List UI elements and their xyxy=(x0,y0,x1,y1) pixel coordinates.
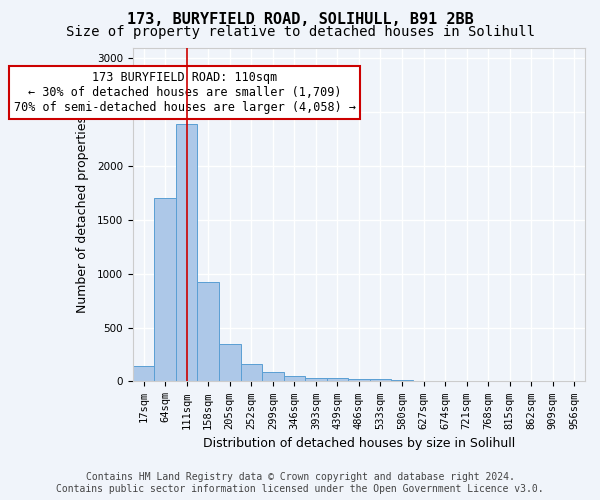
Text: Contains HM Land Registry data © Crown copyright and database right 2024.
Contai: Contains HM Land Registry data © Crown c… xyxy=(56,472,544,494)
Bar xyxy=(197,282,219,382)
Bar xyxy=(262,372,284,382)
Bar xyxy=(370,380,391,382)
Bar xyxy=(133,366,154,382)
Bar xyxy=(326,378,348,382)
Bar xyxy=(348,379,370,382)
Bar xyxy=(413,381,434,382)
Text: Size of property relative to detached houses in Solihull: Size of property relative to detached ho… xyxy=(65,25,535,39)
Bar xyxy=(176,124,197,382)
Bar xyxy=(241,364,262,382)
Text: 173, BURYFIELD ROAD, SOLIHULL, B91 2BB: 173, BURYFIELD ROAD, SOLIHULL, B91 2BB xyxy=(127,12,473,28)
Bar xyxy=(391,380,413,382)
Bar xyxy=(219,344,241,382)
Bar xyxy=(154,198,176,382)
Bar xyxy=(434,381,456,382)
Text: 173 BURYFIELD ROAD: 110sqm
← 30% of detached houses are smaller (1,709)
70% of s: 173 BURYFIELD ROAD: 110sqm ← 30% of deta… xyxy=(14,71,356,114)
Bar xyxy=(284,376,305,382)
X-axis label: Distribution of detached houses by size in Solihull: Distribution of detached houses by size … xyxy=(203,437,515,450)
Bar xyxy=(305,378,326,382)
Y-axis label: Number of detached properties: Number of detached properties xyxy=(76,116,89,313)
